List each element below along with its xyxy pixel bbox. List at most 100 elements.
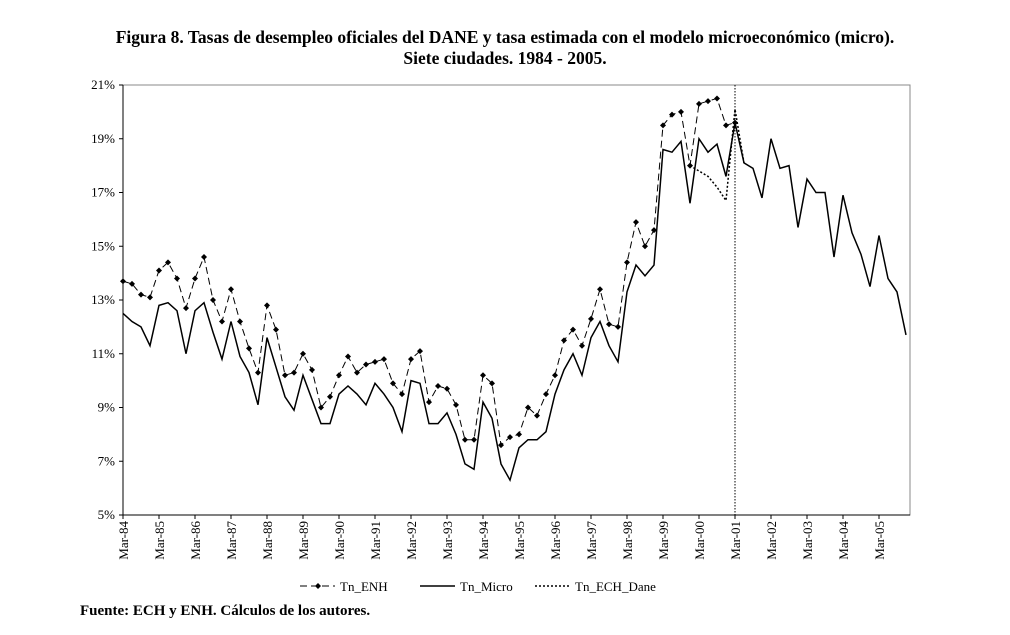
- series-tn-enh-point: [174, 275, 180, 282]
- x-tick-label: Mar-94: [476, 521, 491, 560]
- series-tn-enh-point: [201, 254, 207, 260]
- series-tn-enh-point: [453, 401, 459, 408]
- series-tn-enh-point: [525, 404, 531, 411]
- x-tick-label: Mar-97: [584, 521, 599, 560]
- series-tn-enh-point: [606, 321, 612, 328]
- series-tn-enh-point: [498, 442, 504, 449]
- series-tn-enh-point: [543, 391, 549, 398]
- series-tn-enh-point: [507, 434, 513, 441]
- series-tn-enh-point: [678, 108, 684, 115]
- x-tick-label: Mar-00: [692, 521, 707, 560]
- y-tick-label: 21%: [91, 77, 115, 92]
- x-tick-label: Mar-01: [728, 521, 743, 560]
- series-tn-enh-point: [318, 404, 324, 411]
- series-tn-enh-point: [462, 436, 468, 443]
- x-tick-label: Mar-91: [368, 521, 383, 560]
- series-tn-enh-line: [122, 97, 736, 447]
- x-tick-label: Mar-98: [620, 521, 635, 560]
- series-tn-enh-point: [597, 286, 603, 293]
- legend-tn-enh-marker: [315, 583, 321, 589]
- series-tn-enh-point: [390, 380, 396, 387]
- x-tick-label: Mar-87: [224, 521, 239, 560]
- chart-subtitle: Siete ciudades. 1984 - 2005.: [403, 48, 607, 68]
- series-tn-enh-point: [228, 286, 234, 293]
- x-tick-label: Mar-85: [152, 521, 167, 560]
- x-tick-label: Mar-04: [836, 521, 851, 560]
- series-tn-enh-point: [444, 385, 450, 392]
- series-tn-enh-point: [345, 353, 351, 360]
- series-tn-enh-point: [264, 302, 270, 309]
- series-tn-enh-point: [291, 369, 297, 376]
- x-tick-label: Mar-89: [296, 521, 311, 560]
- y-tick-label: 17%: [91, 185, 115, 200]
- series-tn-enh-point: [633, 219, 639, 226]
- series-tn-enh-point: [381, 356, 387, 363]
- series-tn-enh-point: [255, 369, 261, 376]
- series-tn-enh-point: [714, 95, 720, 102]
- series-tn-enh-point: [309, 366, 315, 373]
- y-tick-label: 19%: [91, 131, 115, 146]
- series-tn-enh-point: [705, 98, 711, 105]
- series-tn-enh-point: [336, 372, 342, 379]
- series-tn-enh-point: [426, 399, 432, 406]
- x-tick-label: Mar-93: [440, 521, 455, 560]
- x-tick-label: Mar-03: [800, 521, 815, 560]
- series-tn-enh-point: [489, 380, 495, 387]
- series-tn-enh-point: [354, 369, 360, 376]
- y-tick-label: 15%: [91, 238, 115, 253]
- series-tn-enh-point: [561, 337, 567, 344]
- series-tn-enh-point: [552, 372, 558, 379]
- series-tn-enh-point: [147, 294, 153, 301]
- series-tn-enh-point: [327, 393, 333, 400]
- series-tn-enh-point: [282, 372, 288, 379]
- y-tick-label: 7%: [98, 453, 116, 468]
- series-tn-enh-point: [165, 259, 171, 266]
- series-tn-enh-point: [624, 259, 630, 266]
- x-tick-label: Mar-84: [116, 521, 131, 560]
- series-tn-enh-point: [219, 318, 225, 325]
- series-tn-enh-point: [300, 350, 306, 357]
- x-tick-label: Mar-86: [188, 521, 203, 560]
- series-tn-enh-point: [210, 297, 216, 303]
- series-tn-enh-point: [471, 436, 477, 443]
- series-tn-enh-point: [120, 278, 126, 285]
- x-tick-label: Mar-99: [656, 521, 671, 560]
- series-tn-micro-line: [122, 122, 907, 483]
- x-tick-label: Mar-92: [404, 521, 419, 560]
- x-tick-label: Mar-02: [764, 521, 779, 560]
- y-tick-label: 13%: [91, 292, 115, 307]
- series-tn-enh-point: [138, 291, 144, 298]
- series-tn-enh-point: [399, 391, 405, 398]
- series-tn-enh-point: [363, 361, 369, 368]
- series-tn-enh-point: [246, 345, 252, 352]
- series-tn-enh-point: [192, 275, 198, 282]
- series-tn-enh-point: [660, 122, 666, 129]
- source-note: Fuente: ECH y ENH. Cálculos de los autor…: [80, 603, 371, 619]
- series-tn-enh-point: [480, 372, 486, 379]
- series-tn-enh-point: [723, 122, 729, 129]
- y-tick-label: 5%: [98, 507, 116, 522]
- series-tn-enh-point: [651, 227, 657, 234]
- series-tn-enh-point: [156, 267, 162, 274]
- series-tn-enh-point: [642, 243, 648, 250]
- y-tick-label: 9%: [98, 400, 116, 415]
- legend-tn-enh-label: Tn_ENH: [340, 579, 388, 594]
- series-tn-enh-point: [435, 383, 441, 389]
- x-tick-label: Mar-96: [548, 521, 563, 560]
- series-tn-enh-point: [696, 100, 702, 107]
- chart-title: Figura 8. Tasas de desempleo oficiales d…: [115, 27, 895, 47]
- series-tn-enh-point: [579, 342, 585, 349]
- x-tick-label: Mar-90: [332, 521, 347, 560]
- series-tn-enh-point: [588, 315, 594, 322]
- series-tn-enh-point: [129, 280, 135, 287]
- series-tn-enh-point: [516, 431, 522, 438]
- series-tn-enh-point: [237, 318, 243, 325]
- legend-tn-ech-dane-label: Tn_ECH_Dane: [575, 579, 656, 594]
- legend-tn-micro-label: Tn_Micro: [460, 579, 513, 594]
- series-tn-enh-point: [417, 348, 423, 355]
- series-tn-enh-point: [408, 356, 414, 363]
- series-tn-enh-point: [570, 326, 576, 333]
- x-tick-label: Mar-95: [512, 521, 527, 560]
- x-tick-label: Mar-05: [872, 521, 887, 560]
